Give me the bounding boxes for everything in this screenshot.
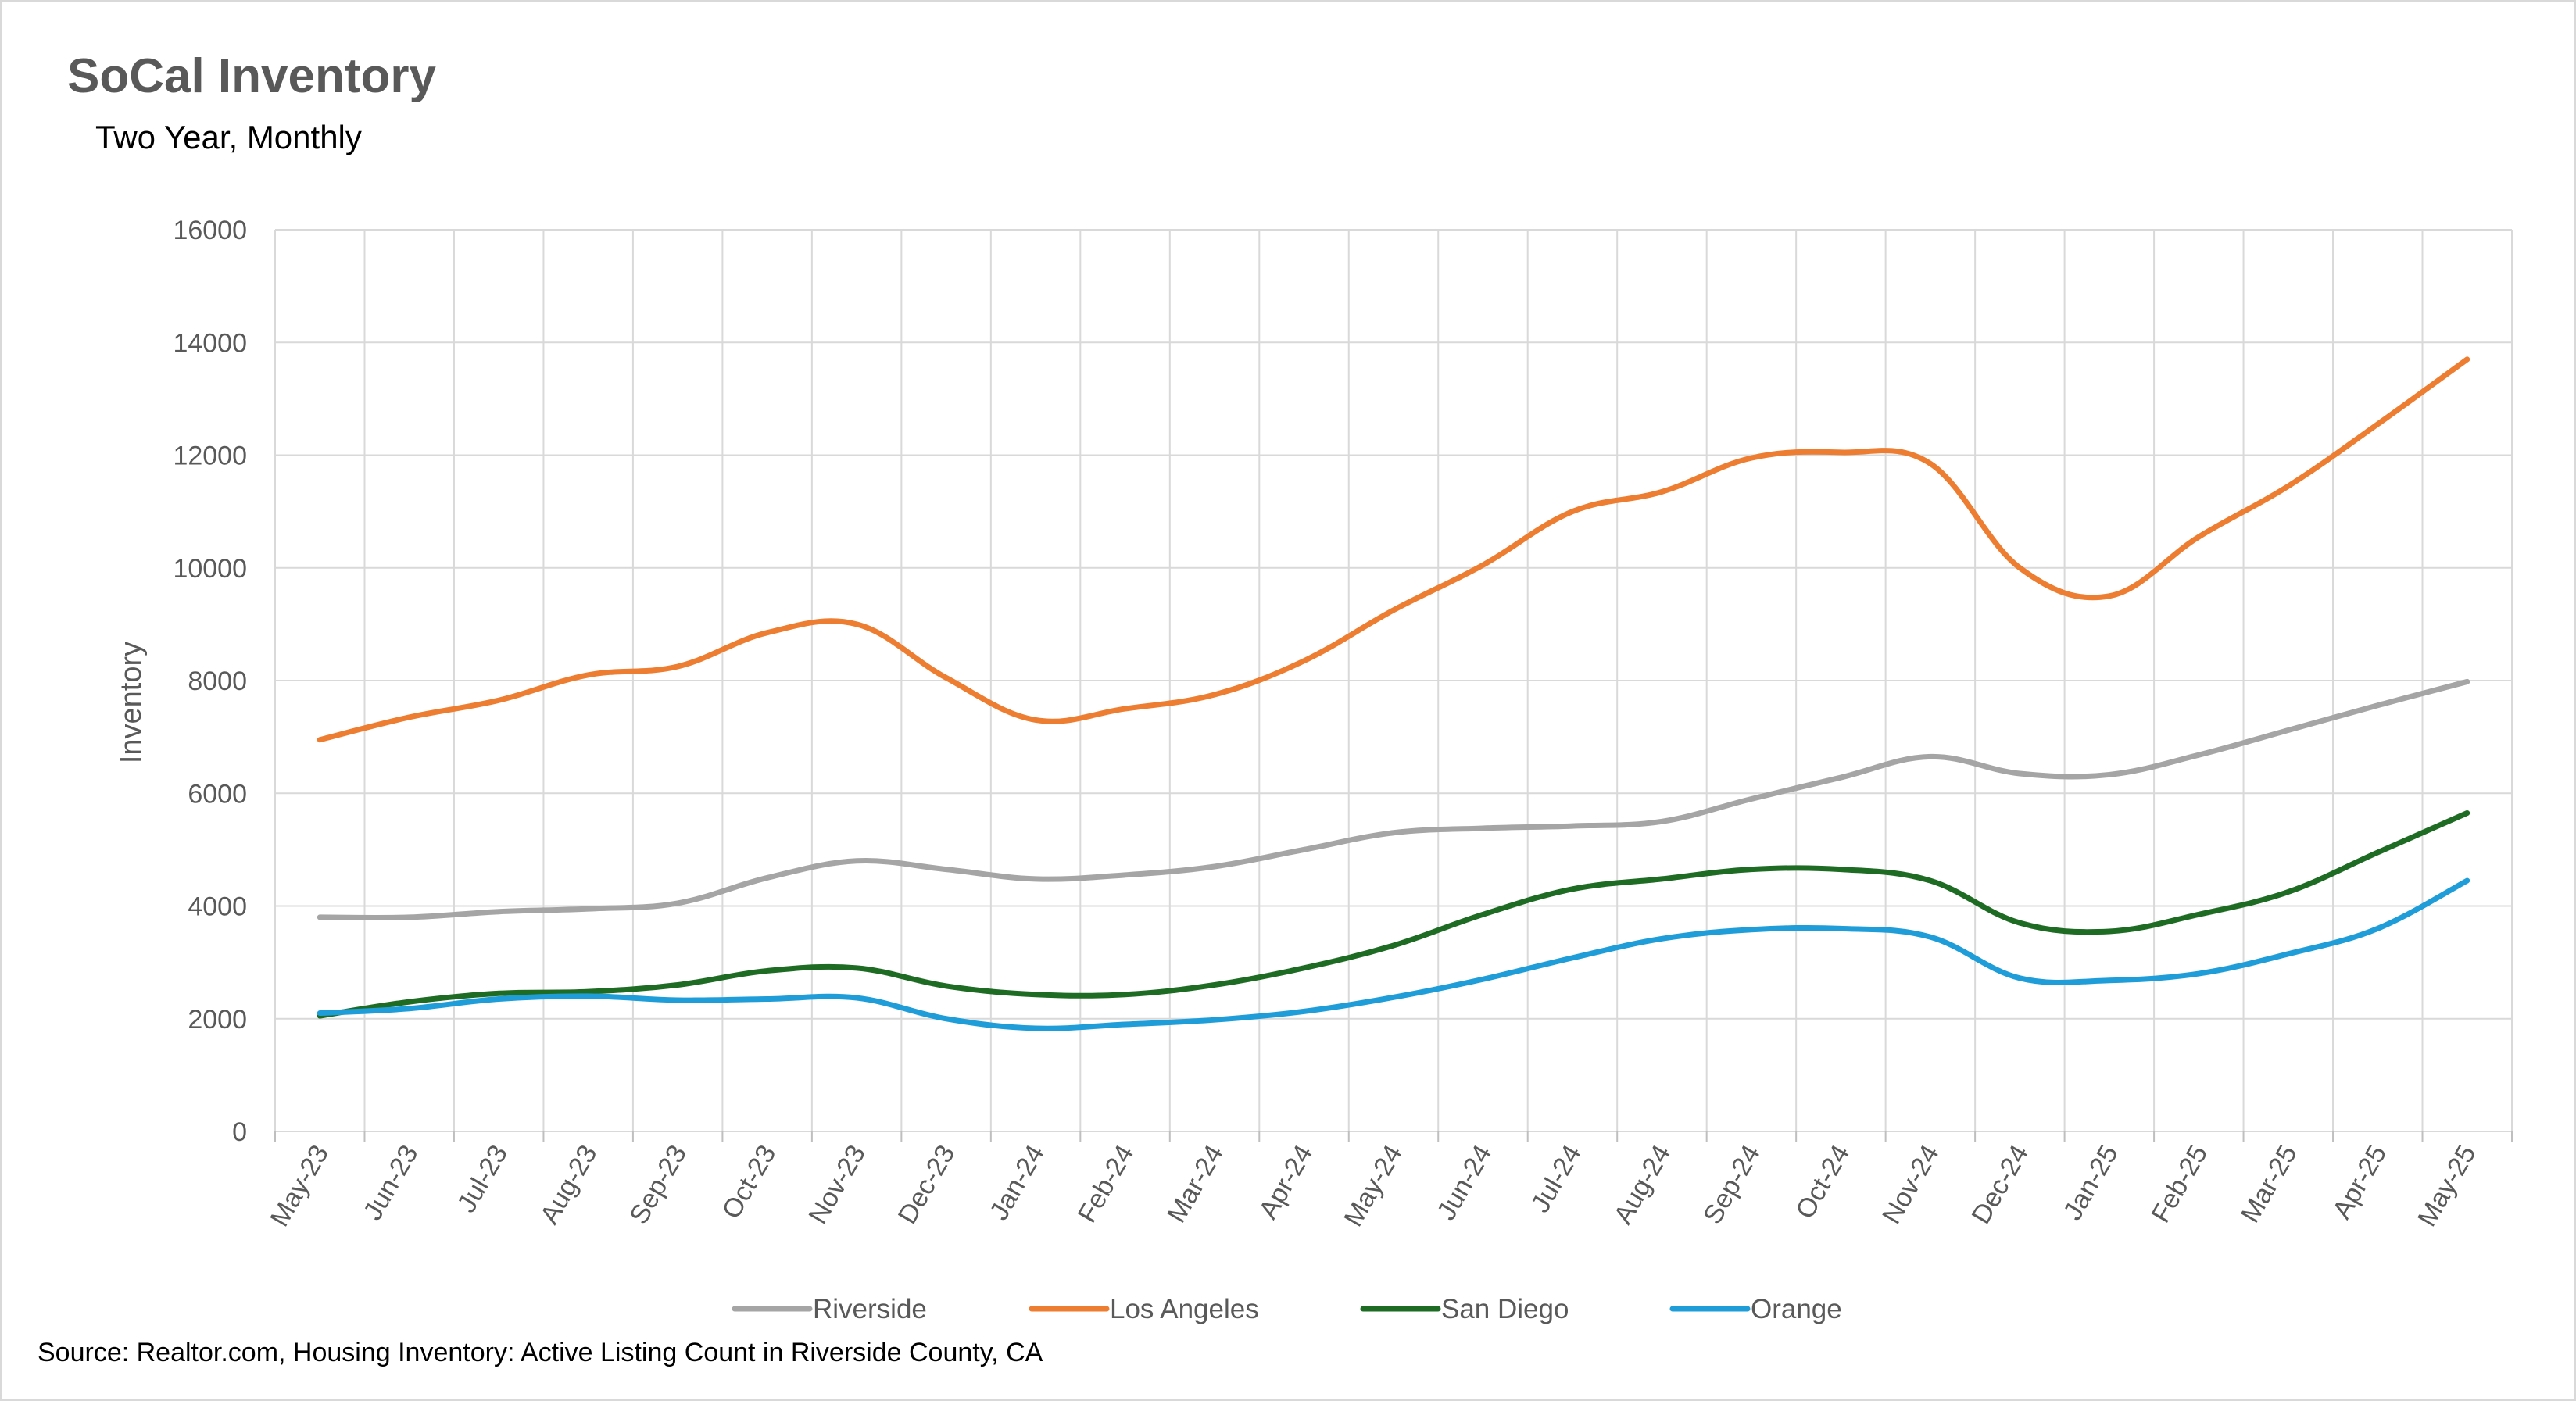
legend-label-orange: Orange (1751, 1294, 1842, 1324)
x-tick-label: Feb-24 (1072, 1140, 1140, 1228)
x-tick-label: Jun-24 (1432, 1140, 1498, 1225)
x-tick-label: Oct-23 (717, 1140, 782, 1224)
x-tick-label: Apr-25 (2327, 1140, 2392, 1224)
y-tick-label: 8000 (188, 667, 247, 696)
chart-subtitle: Two Year, Monthly (95, 119, 362, 155)
x-tick-label: Jan-25 (2058, 1140, 2124, 1225)
x-tick-label: Jul-23 (452, 1140, 513, 1217)
legend-label-los-angeles: Los Angeles (1110, 1294, 1259, 1324)
legend: Riverside Los Angeles San Diego Orange (732, 1294, 1842, 1324)
series-line-riverside (317, 678, 2470, 920)
x-tick-label: Aug-24 (1608, 1140, 1677, 1229)
y-tick-label: 0 (232, 1117, 247, 1147)
series-lines (317, 356, 2470, 1031)
x-tick-label: May-23 (265, 1140, 335, 1231)
y-tick-label: 2000 (188, 1005, 247, 1035)
y-tick-label: 14000 (173, 328, 247, 358)
x-tick-label: Mar-24 (1161, 1140, 1229, 1228)
x-axis: May-23 Jun-23 Jul-23 Aug-23 Sep-23 Oct-23 Nov-… (265, 1140, 2482, 1231)
y-tick-label: 10000 (173, 554, 247, 584)
y-axis-title: Inventory (115, 642, 148, 763)
x-tick-label: Jun-23 (358, 1140, 424, 1225)
legend-label-riverside: Riverside (813, 1294, 927, 1324)
x-tick-label: Apr-24 (1254, 1140, 1319, 1224)
y-tick-label: 6000 (188, 779, 247, 809)
x-tick-label: Dec-23 (893, 1140, 961, 1229)
x-tick-label: May-24 (1338, 1140, 1408, 1231)
x-tick-label: Mar-25 (2235, 1140, 2303, 1228)
x-tick-label: Aug-23 (535, 1140, 603, 1229)
gridlines (274, 229, 2513, 1142)
y-tick-label: 12000 (173, 441, 247, 471)
y-axis: 0 2000 4000 6000 8000 10000 12000 14000 16000 (173, 216, 247, 1147)
chart-title: SoCal Inventory (67, 49, 436, 103)
y-tick-label: 4000 (188, 892, 247, 922)
x-tick-label: Jan-24 (984, 1140, 1050, 1225)
y-tick-label: 16000 (173, 216, 247, 245)
series-line-san-diego (317, 810, 2470, 1019)
x-tick-label: Sep-23 (624, 1140, 692, 1229)
source-note: Source: Realtor.com, Housing Inventory: … (38, 1338, 1043, 1367)
legend-label-san-diego: San Diego (1441, 1294, 1569, 1324)
x-tick-label: Nov-23 (803, 1140, 871, 1229)
series-line-orange (317, 877, 2470, 1031)
x-tick-label: Dec-24 (1966, 1140, 2035, 1229)
x-tick-label: Feb-25 (2145, 1140, 2213, 1228)
x-tick-label: Oct-24 (1790, 1140, 1855, 1224)
x-tick-label: May-25 (2412, 1140, 2482, 1231)
x-tick-label: Sep-24 (1698, 1140, 1766, 1229)
series-line-los-angeles (317, 356, 2470, 743)
x-tick-label: Nov-24 (1877, 1140, 1945, 1229)
x-tick-label: Jul-24 (1526, 1140, 1587, 1217)
